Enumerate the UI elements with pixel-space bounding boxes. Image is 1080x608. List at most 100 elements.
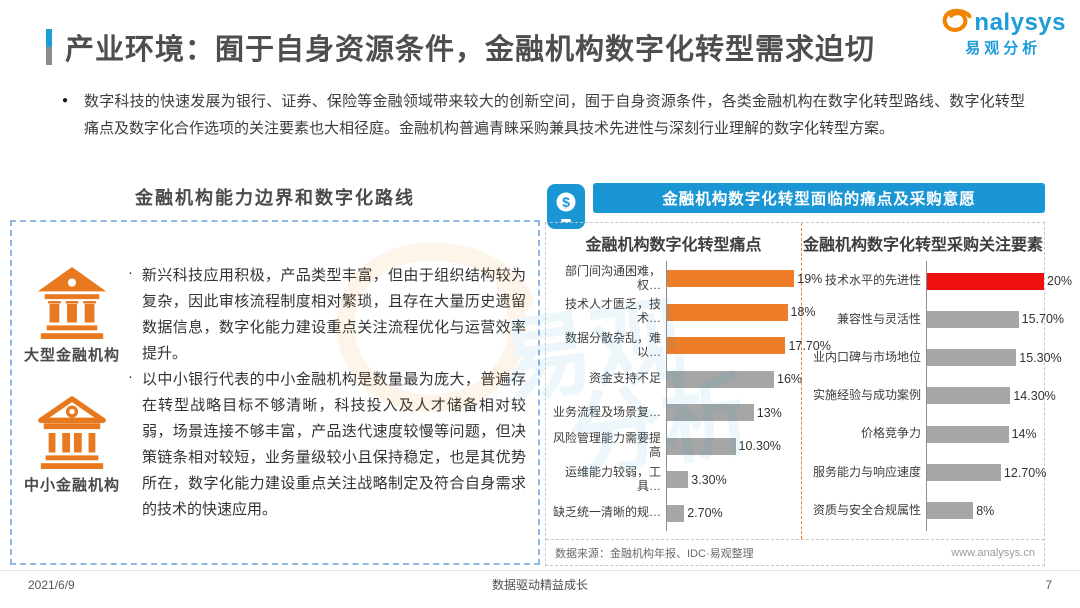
bar-track: 15.70%	[926, 300, 1064, 338]
bar-track: 12.70%	[926, 453, 1047, 491]
institution-item: 中小金融机构 · 以中小银行代表的中小金融机构是数量最为庞大，普遍存在转型战略目…	[16, 367, 534, 523]
institution-icon-column: 大型金融机构	[16, 265, 128, 365]
footer-divider	[0, 570, 1080, 571]
bar-track: 3.30%	[666, 463, 801, 497]
bar-track: 13%	[666, 396, 801, 430]
svg-text:$: $	[562, 194, 570, 210]
chart-body: 技术水平的先进性 20% 兼容性与灵活性 15.70% 业内口碑与市场地位 15…	[802, 255, 1072, 539]
bar-category-label: 运维能力较弱，工具…	[564, 464, 661, 493]
intro-text: 数字科技的快速发展为银行、证券、保险等金融领域带来较大的创新空间，囿于自身资源条…	[84, 93, 1025, 137]
bar	[666, 370, 774, 388]
bar	[926, 425, 1009, 443]
pain-points-chart: 金融机构数字化转型痛点 部门间沟通困难，权… 19% 技术人才匮乏，技术… 18…	[546, 223, 831, 539]
bar-track: 14%	[926, 415, 1044, 453]
institution-icon-column: 中小金融机构	[16, 395, 128, 495]
chart-row: 业内口碑与市场地位 15.30%	[802, 339, 1062, 377]
bar-category-label: 实施经验与成功案例	[812, 388, 921, 403]
bar-category-label: 数据分散杂乱，难以…	[564, 330, 661, 359]
bar-value-label: 19%	[797, 271, 823, 286]
bullet-icon: ●	[62, 95, 69, 106]
bar-category-label: 风险管理能力需要提高	[552, 431, 661, 460]
bar	[666, 270, 795, 288]
bar-track: 10.30%	[666, 430, 801, 464]
bar	[926, 502, 974, 520]
bar	[666, 404, 754, 422]
bar-track: 2.70%	[666, 497, 801, 531]
bar-track: 17.70%	[666, 329, 831, 363]
bar-category-label: 技术水平的先进性	[824, 273, 921, 288]
bar	[926, 349, 1017, 367]
chart-row: 风险管理能力需要提高 10.30%	[546, 430, 801, 464]
bar-track: 19%	[666, 262, 822, 296]
bar-track: 14.30%	[926, 377, 1056, 415]
chart-row: 资质与安全合规属性 8%	[802, 492, 1044, 530]
left-panel-heading: 金融机构能力边界和数字化路线	[135, 188, 415, 208]
bar-category-label: 部门间沟通困难，权…	[564, 263, 661, 292]
institution-label: 中小金融机构	[23, 476, 120, 494]
bar-value-label: 13%	[756, 405, 782, 420]
institution-item: 大型金融机构 · 新兴科技应用积极，产品类型丰富，但由于组织结构较为复杂，因此审…	[16, 263, 534, 367]
bar	[926, 310, 1019, 328]
bar-track: 15.30%	[926, 339, 1062, 377]
purchase-chart-title: 金融机构数字化转型采购关注要素	[802, 237, 1043, 254]
pain-chart-title: 金融机构数字化转型痛点	[585, 237, 762, 254]
bullet-icon: ·	[128, 263, 133, 281]
institution-box: 大型金融机构 · 新兴科技应用积极，产品类型丰富，但由于组织结构较为复杂，因此审…	[10, 220, 540, 565]
bar	[926, 387, 1011, 405]
chart-row: 兼容性与灵活性 15.70%	[802, 300, 1064, 338]
institution-text: 以中小银行代表的中小金融机构是数量最为庞大，普遍存在转型战略目标不够清晰，科技投…	[142, 370, 526, 518]
institution-text: 新兴科技应用积极，产品类型丰富，但由于组织结构较为复杂，因此审核流程制度相对繁琐…	[142, 266, 526, 362]
logo-brand-cn: 易观分析	[965, 40, 1042, 57]
chart-body: 部门间沟通困难，权… 19% 技术人才匮乏，技术… 18% 数据分散杂乱，难以……	[546, 255, 831, 539]
website-url: www.analysys.cn	[951, 546, 1035, 559]
bar-category-label: 业务流程及场景复…	[552, 404, 661, 419]
chart-row: 数据分散杂乱，难以… 17.70%	[546, 329, 831, 363]
bar	[666, 303, 788, 321]
bar-value-label: 2.70%	[687, 506, 723, 521]
bar-category-label: 业内口碑与市场地位	[812, 349, 921, 364]
institution-text-column: · 新兴科技应用积极，产品类型丰富，但由于组织结构较为复杂，因此审核流程制度相对…	[128, 263, 534, 367]
analysys-logo: nalysys 易观分析	[940, 8, 1066, 56]
bar-value-label: 14.30%	[1013, 388, 1056, 403]
bar-value-label: 18%	[790, 305, 816, 320]
bar	[666, 437, 736, 455]
footer-date: 2021/6/9	[28, 577, 75, 592]
bar-value-label: 16%	[777, 372, 803, 387]
chart-row: 资金支持不足 16%	[546, 363, 803, 397]
bar-value-label: 8%	[976, 503, 995, 518]
institution-label: 大型金融机构	[23, 346, 120, 364]
bar-value-label: 10.30%	[738, 439, 781, 454]
bar	[666, 471, 689, 489]
bank-outline-icon	[16, 395, 128, 471]
chart-row: 服务能力与响应速度 12.70%	[802, 453, 1047, 491]
chart-row: 技术水平的先进性 20%	[802, 262, 1072, 300]
bar-value-label: 3.30%	[691, 472, 727, 487]
right-panel-heading: 金融机构数字化转型面临的痛点及采购意愿	[593, 183, 1045, 213]
bar-track: 18%	[666, 296, 816, 330]
charts-panel: 金融机构数字化转型痛点 部门间沟通困难，权… 19% 技术人才匮乏，技术… 18…	[545, 222, 1072, 566]
analysys-swirl-icon	[940, 8, 973, 38]
bar-value-label: 14%	[1011, 427, 1037, 442]
bar-category-label: 缺乏统一清晰的规…	[552, 505, 661, 520]
chart-row: 业务流程及场景复… 13%	[546, 396, 801, 430]
chart-row: 实施经验与成功案例 14.30%	[802, 377, 1056, 415]
chart-row: 技术人才匮乏，技术… 18%	[546, 296, 816, 330]
footer: 2021/6/9 数据驱动精益成长 7	[28, 576, 1052, 593]
chart-row: 价格竞争力 14%	[802, 415, 1044, 453]
bank-solid-icon	[16, 265, 128, 341]
bar	[926, 464, 1001, 482]
logo-brand-text: nalysys	[974, 9, 1066, 36]
mobile-payment-icon: $	[546, 183, 586, 235]
bar-track: 8%	[926, 492, 1044, 530]
bar-category-label: 服务能力与响应速度	[812, 464, 921, 479]
logo-wordmark: nalysys	[940, 8, 1066, 38]
bar-category-label: 价格竞争力	[860, 426, 921, 441]
bar-category-label: 资质与安全合规属性	[812, 502, 921, 517]
data-source: 数据来源：金融机构年报、IDC·易观整理	[555, 547, 754, 560]
chart-row: 部门间沟通困难，权… 19%	[546, 262, 822, 296]
purchase-factors-chart: 金融机构数字化转型采购关注要素 技术水平的先进性 20% 兼容性与灵活性 15.…	[801, 223, 1072, 539]
bar-value-label: 12.70%	[1003, 465, 1047, 480]
title-accent-bar	[46, 29, 52, 65]
institution-list: 大型金融机构 · 新兴科技应用积极，产品类型丰富，但由于组织结构较为复杂，因此审…	[16, 263, 534, 523]
institution-text-column: · 以中小银行代表的中小金融机构是数量最为庞大，普遍存在转型战略目标不够清晰，科…	[128, 367, 534, 523]
